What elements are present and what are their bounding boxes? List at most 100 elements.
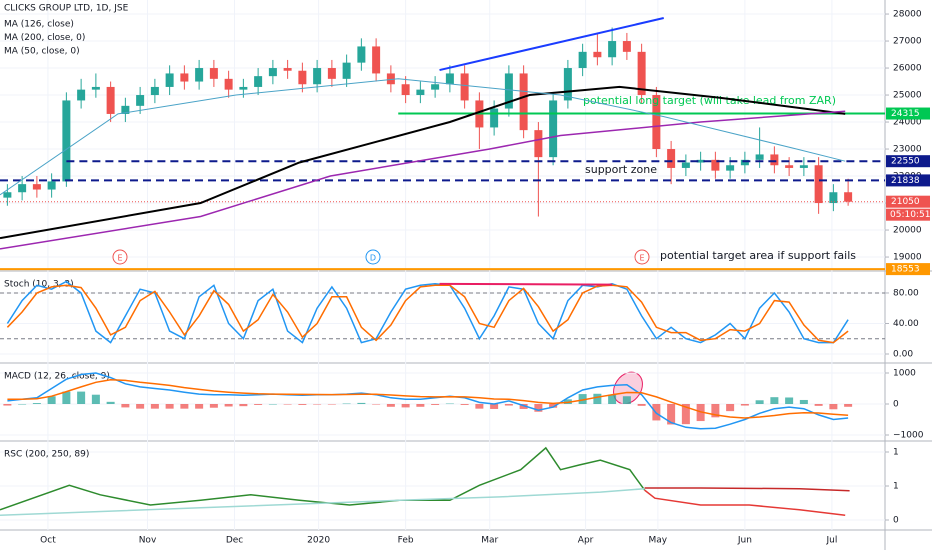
legend-entry: MA (200, close, 0) (4, 33, 85, 43)
y-tick-label: 80.00 (893, 288, 919, 298)
pane-title: Stoch (10, 3, 3) (4, 280, 74, 290)
grid (0, 0, 885, 530)
candle-body (593, 51, 602, 58)
y-tick-label: 0 (893, 516, 899, 526)
event-label: E (639, 254, 644, 263)
x-tick-label: May (649, 536, 668, 546)
histogram-bar (549, 404, 558, 408)
histogram-bar (460, 404, 469, 405)
y-tick-label: 28000 (893, 10, 922, 20)
histogram-bar (91, 394, 100, 404)
candle-body (829, 192, 838, 204)
candle-body (711, 159, 720, 171)
histogram-bar (150, 404, 159, 409)
candle-body (445, 73, 454, 85)
histogram-bar (401, 404, 410, 408)
histogram-bar (372, 404, 381, 405)
candle-body (47, 181, 56, 190)
series-line (7, 372, 849, 430)
x-tick-label: Feb (398, 536, 414, 546)
histogram-bar (445, 403, 454, 405)
candle-body (313, 68, 322, 85)
event-label: D (370, 254, 376, 263)
candle-body (770, 154, 779, 166)
histogram-bar (298, 404, 307, 405)
histogram-bar (475, 404, 484, 409)
candle-body (549, 100, 558, 158)
candle-body (740, 159, 749, 166)
candle-body (91, 86, 100, 90)
histogram-bar (814, 404, 823, 406)
trendline (439, 17, 664, 72)
candle-body (578, 51, 587, 69)
y-tick-label: 0 (893, 400, 899, 410)
candle-body (814, 165, 823, 204)
y-tick-label: 23000 (893, 145, 922, 155)
candle-body (195, 68, 204, 82)
annotation: potential target area if support fails (660, 249, 856, 262)
x-tick-label: Mar (481, 536, 498, 546)
series-line (6, 284, 849, 344)
histogram-bar (327, 404, 336, 405)
histogram-bar (47, 396, 56, 404)
event-marker (634, 249, 650, 265)
histogram-bar (593, 393, 602, 404)
histogram-bar (121, 404, 130, 408)
candle-body (563, 68, 572, 101)
x-tick-label: Nov (139, 536, 157, 546)
event-label: E (117, 254, 122, 263)
series-line (0, 85, 846, 240)
y-tick-label: 0.00 (893, 349, 913, 359)
histogram-bar (431, 404, 440, 405)
level-label-bg (886, 195, 930, 208)
histogram-bar (254, 404, 263, 405)
histogram-bar (239, 404, 248, 407)
x-tick-label: Jun (737, 536, 752, 546)
level-label: 22550 (891, 157, 920, 167)
candle-body (504, 73, 513, 109)
candle-body (224, 78, 233, 90)
x-tick-label: Jul (825, 536, 837, 546)
level-label: 21838 (891, 176, 920, 186)
histogram-bar (637, 404, 646, 406)
histogram-bar (283, 404, 292, 405)
candle-body (357, 46, 366, 63)
candle-body (386, 73, 395, 85)
candle-body (32, 184, 41, 190)
y-tick-label: 1 (893, 447, 899, 457)
histogram-bar (799, 399, 808, 404)
candle-body (327, 68, 336, 79)
legend-entry: MA (50, close, 0) (4, 47, 80, 57)
level-label: 24315 (891, 109, 920, 119)
candle-body (431, 84, 440, 90)
candle-body (342, 62, 351, 79)
histogram-bar (77, 391, 86, 404)
series-line (0, 110, 846, 250)
candle-body (799, 165, 808, 168)
pane-title: RSC (200, 250, 89) (4, 450, 89, 460)
candle-body (608, 41, 617, 58)
candle-body (106, 86, 115, 114)
y-tick-label: 27000 (893, 37, 922, 47)
histogram-bar (490, 404, 499, 409)
histogram-bar (608, 394, 617, 404)
candle-body (283, 68, 292, 71)
event-marker (365, 249, 381, 265)
histogram-bar (844, 404, 853, 407)
countdown: 05:10:51 (890, 210, 930, 220)
histogram-bar (770, 397, 779, 404)
series-line (644, 487, 850, 492)
histogram-bar (755, 400, 764, 404)
candle-body (165, 73, 174, 87)
histogram-bar (726, 404, 735, 412)
x-tick-label: Oct (40, 536, 56, 546)
histogram-bar (224, 404, 233, 407)
candle-body (77, 89, 86, 101)
histogram-bar (357, 402, 366, 404)
x-tick-label: Dec (226, 536, 243, 546)
candle-body (667, 149, 676, 168)
candle-body (401, 84, 410, 96)
candle-body (460, 73, 469, 101)
y-tick-label: 26000 (893, 64, 922, 74)
candle-body (372, 46, 381, 74)
